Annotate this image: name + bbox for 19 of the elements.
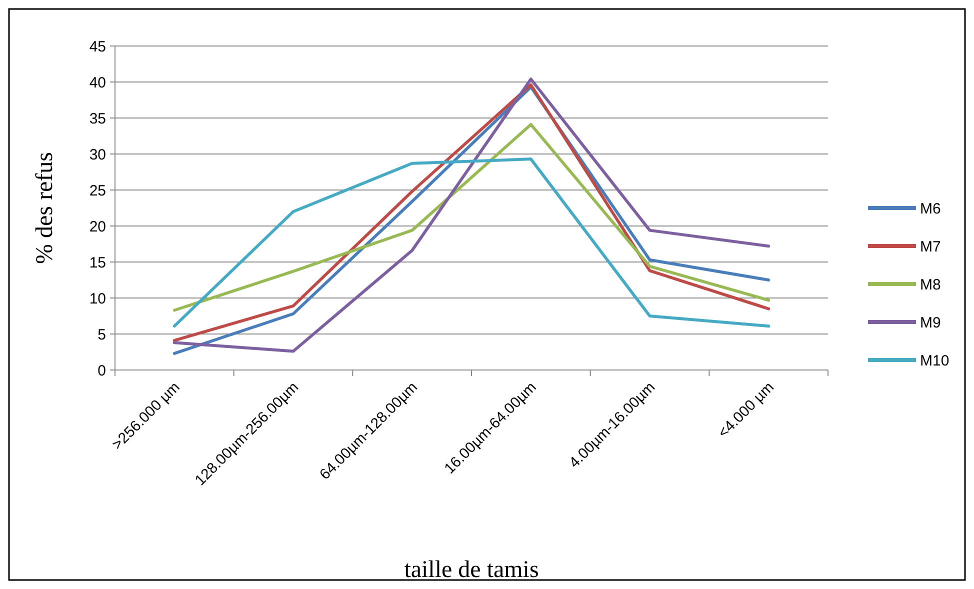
x-axis-title: taille de tamis xyxy=(404,557,539,583)
y-tick-label: 15 xyxy=(89,254,106,272)
y-tick-label: 40 xyxy=(89,74,106,92)
y-tick-label: 45 xyxy=(89,38,106,56)
legend-label: M8 xyxy=(920,276,941,294)
legend-label: M9 xyxy=(920,314,941,332)
y-tick-label: 20 xyxy=(89,218,106,236)
y-tick-label: 5 xyxy=(98,326,106,344)
legend-label: M10 xyxy=(920,352,950,370)
legend-label: M6 xyxy=(920,200,941,218)
y-axis-title: % des refus xyxy=(32,152,58,264)
y-tick-label: 35 xyxy=(89,110,106,128)
y-tick-label: 10 xyxy=(89,290,106,308)
y-tick-label: 30 xyxy=(89,146,106,164)
line-series xyxy=(172,122,770,312)
y-tick-label: 0 xyxy=(98,362,106,380)
legend-label: M7 xyxy=(920,238,941,256)
line-series xyxy=(172,158,770,328)
y-tick-label: 25 xyxy=(89,182,106,200)
